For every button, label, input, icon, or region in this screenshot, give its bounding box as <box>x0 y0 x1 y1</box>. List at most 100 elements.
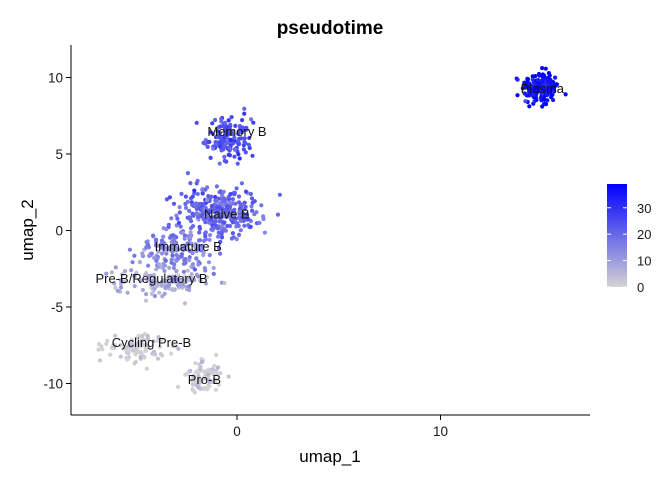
cell-point <box>188 181 193 186</box>
cell-point <box>122 269 128 274</box>
cell-point <box>190 211 195 216</box>
cell-point <box>181 269 186 274</box>
cell-point <box>170 253 175 258</box>
cell-point <box>146 263 151 268</box>
cell-point <box>197 202 202 207</box>
cell-point <box>183 194 188 199</box>
cell-point <box>188 235 193 240</box>
cell-point <box>132 361 137 366</box>
cell-point <box>194 120 199 125</box>
cell-point <box>205 185 210 190</box>
cell-point <box>193 204 198 209</box>
cell-point <box>247 145 252 151</box>
cell-point <box>169 257 174 262</box>
cell-point <box>544 84 550 89</box>
cell-point <box>545 92 550 98</box>
cluster-label: Naive B <box>204 207 250 222</box>
cluster-label: Immature B <box>155 239 222 254</box>
cell-point <box>257 220 262 225</box>
cell-point <box>211 271 216 276</box>
cell-point <box>151 233 156 238</box>
cell-point <box>215 365 221 370</box>
cell-point <box>242 223 247 228</box>
cell-point <box>234 220 239 226</box>
cell-point <box>222 154 227 159</box>
cell-point <box>186 284 191 289</box>
cell-point <box>535 77 541 83</box>
cell-point <box>187 241 192 246</box>
cell-point <box>166 222 171 227</box>
cell-point <box>232 207 237 212</box>
cell-point <box>112 281 117 286</box>
cell-point <box>214 141 219 146</box>
cell-point <box>233 147 238 152</box>
cell-point <box>200 212 205 217</box>
cell-point <box>163 258 168 263</box>
cell-point <box>523 99 528 104</box>
cell-point <box>202 374 207 379</box>
y-tick-label: -5 <box>51 300 63 315</box>
cell-point <box>155 243 160 248</box>
cell-point <box>227 146 232 151</box>
cell-point <box>170 343 175 348</box>
cell-point <box>169 216 174 221</box>
cell-point <box>215 226 220 231</box>
cell-point <box>236 131 241 136</box>
cell-point <box>154 267 159 272</box>
cell-point <box>206 140 211 145</box>
cell-point <box>171 265 176 270</box>
cell-point <box>205 372 210 377</box>
cell-point <box>228 131 233 136</box>
cell-point <box>136 333 141 339</box>
axis-ticks: 0 10 10 5 0 -5 -10 <box>43 71 448 440</box>
cell-point <box>236 142 241 147</box>
cell-point <box>243 141 248 146</box>
cell-point <box>233 123 238 128</box>
cell-point <box>194 370 200 375</box>
cluster-label: Plasma <box>521 81 565 96</box>
cell-point <box>244 127 249 132</box>
cell-point <box>216 208 221 213</box>
cell-point <box>222 144 227 149</box>
cell-point <box>187 208 192 213</box>
cell-point <box>166 245 171 250</box>
cell-point <box>214 199 219 204</box>
cell-point <box>238 218 243 223</box>
cell-point <box>207 237 212 242</box>
cell-point <box>219 148 224 153</box>
cell-point <box>192 188 197 193</box>
cell-point <box>201 252 206 258</box>
cell-point <box>156 249 161 254</box>
cell-point <box>217 161 222 166</box>
cell-point <box>113 265 118 270</box>
cell-point <box>218 239 223 244</box>
cell-point <box>166 283 171 288</box>
cell-point <box>155 254 160 259</box>
cell-point <box>159 337 164 342</box>
cell-point <box>182 274 187 279</box>
cell-point <box>212 377 217 382</box>
cell-point <box>200 187 205 192</box>
cell-point <box>235 161 240 166</box>
cell-point <box>197 238 203 243</box>
cell-point <box>219 232 224 237</box>
cell-point <box>515 77 520 82</box>
cell-point <box>223 132 228 137</box>
cell-point <box>218 215 224 220</box>
cell-point <box>118 354 123 359</box>
cell-point <box>112 343 117 348</box>
cell-point <box>171 243 176 248</box>
cell-point <box>200 191 205 196</box>
legend-ticks: 30 20 10 0 <box>607 201 651 295</box>
cell-point <box>176 220 182 225</box>
cell-point <box>222 280 227 286</box>
cell-point <box>201 206 207 212</box>
cell-point <box>230 220 235 225</box>
cell-point <box>213 117 218 123</box>
cell-point <box>183 372 188 377</box>
cell-point <box>182 258 187 263</box>
cell-point <box>209 217 214 222</box>
cell-point <box>230 197 235 202</box>
cell-point <box>153 284 158 289</box>
